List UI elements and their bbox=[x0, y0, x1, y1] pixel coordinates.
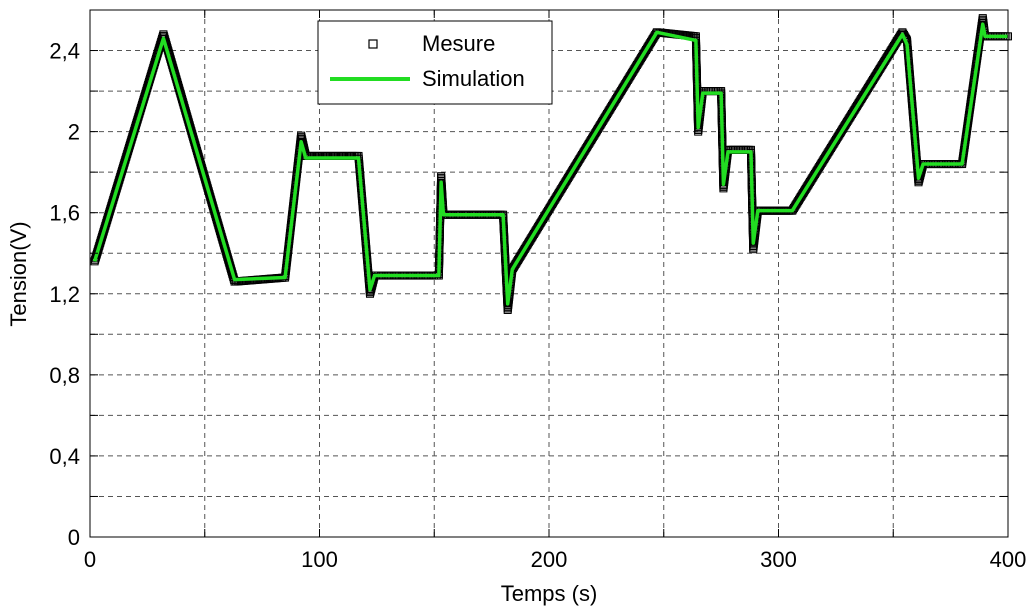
x-tick-label: 400 bbox=[990, 547, 1027, 572]
simulation-line bbox=[92, 22, 1008, 306]
y-tick-label: 1,6 bbox=[49, 201, 80, 226]
y-tick-label: 0,4 bbox=[49, 444, 80, 469]
axis-ticks bbox=[89, 9, 1009, 538]
y-tick-label: 2 bbox=[68, 120, 80, 145]
x-tick-label: 200 bbox=[531, 547, 568, 572]
y-tick-labels: 0 0,4 0,8 1,2 1,6 2 2,4 bbox=[49, 39, 80, 550]
x-tick-label: 100 bbox=[301, 547, 338, 572]
x-axis-label: Temps (s) bbox=[501, 581, 598, 606]
legend-label-simulation: Simulation bbox=[422, 66, 525, 91]
y-tick-label: 1,2 bbox=[49, 282, 80, 307]
y-axis-label: Tension(V) bbox=[6, 221, 31, 326]
legend-marker-square-icon bbox=[368, 39, 378, 49]
x-tick-label: 300 bbox=[760, 547, 797, 572]
legend-label-mesure: Mesure bbox=[422, 31, 495, 56]
y-tick-label: 0,8 bbox=[49, 363, 80, 388]
legend: Mesure Simulation bbox=[317, 20, 553, 105]
y-tick-label: 0 bbox=[68, 525, 80, 550]
series-simulation bbox=[92, 22, 1008, 306]
legend-box bbox=[317, 20, 553, 105]
y-tick-label: 2,4 bbox=[49, 39, 80, 64]
x-tick-label: 0 bbox=[84, 547, 96, 572]
x-tick-labels: 0 100 200 300 400 bbox=[84, 547, 1026, 572]
